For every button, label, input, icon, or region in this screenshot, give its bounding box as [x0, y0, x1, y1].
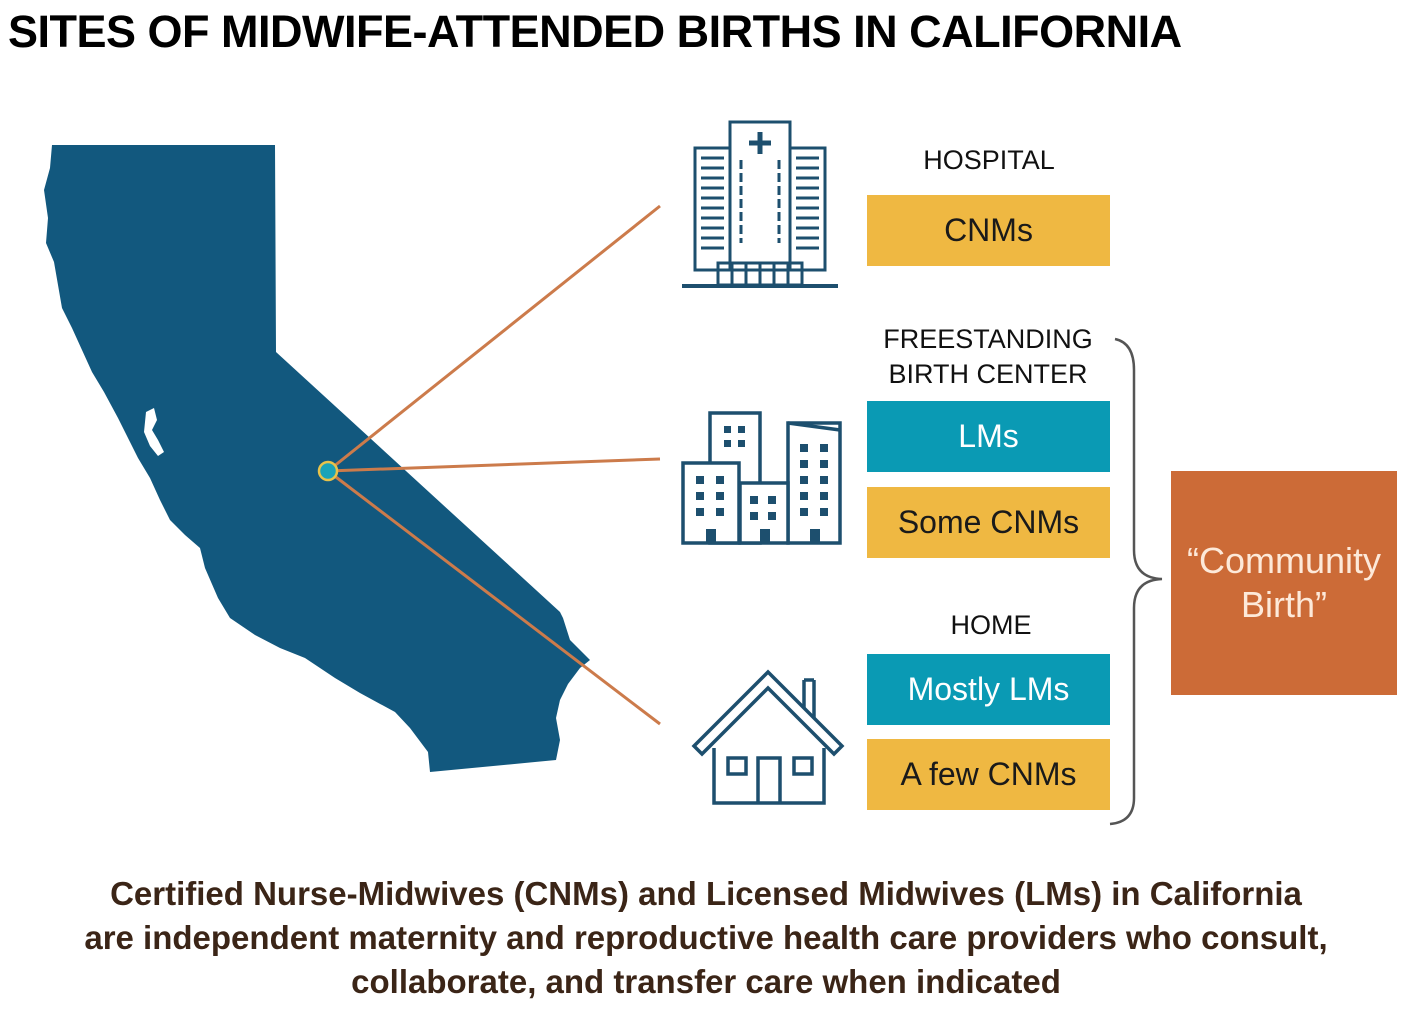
site-label-home: HOME	[950, 610, 1032, 640]
california-map	[44, 145, 590, 772]
provider-box-lms: LMs	[867, 401, 1110, 472]
footer-line-3: collaborate, and transfer care when indi…	[351, 963, 1061, 1000]
connector-line-hospital	[327, 204, 661, 473]
hospital-icon	[680, 118, 840, 290]
site-label-hospital: HOSPITAL	[923, 145, 1055, 175]
home-icon	[690, 668, 850, 808]
site-label-birth-center-line-1: FREESTANDING	[883, 324, 1093, 354]
footer-line-1: Certified Nurse-Midwives (CNMs) and Lice…	[110, 875, 1302, 912]
community-birth-line-2: Birth”	[1240, 584, 1327, 625]
provider-box-mostly-lms: Mostly LMs	[867, 654, 1110, 725]
curly-brace	[1109, 337, 1163, 826]
provider-box-some-cnms: Some CNMs	[867, 487, 1110, 558]
provider-box-cnms: CNMs	[867, 195, 1110, 266]
provider-box-a-few-cnms: A few CNMs	[867, 739, 1110, 810]
bay-area-notch	[144, 408, 164, 456]
connector-line-home	[327, 469, 661, 726]
location-dot-icon	[317, 460, 339, 482]
birth-center-icon	[680, 408, 846, 548]
community-birth-line-1: “Community	[1186, 540, 1382, 581]
footer-line-2: are independent maternity and reproducti…	[84, 919, 1328, 956]
page-title: SITES OF MIDWIFE-ATTENDED BIRTHS IN CALI…	[8, 6, 1182, 57]
site-label-birth-center-line-2: BIRTH CENTER	[888, 359, 1088, 389]
footer-caption: Certified Nurse-Midwives (CNMs) and Lice…	[20, 872, 1392, 1004]
connector-line-birth-center	[327, 457, 661, 473]
site-label-birth-center: FREESTANDING BIRTH CENTER	[860, 322, 1116, 392]
community-birth-box: “Community Birth”	[1171, 471, 1397, 695]
